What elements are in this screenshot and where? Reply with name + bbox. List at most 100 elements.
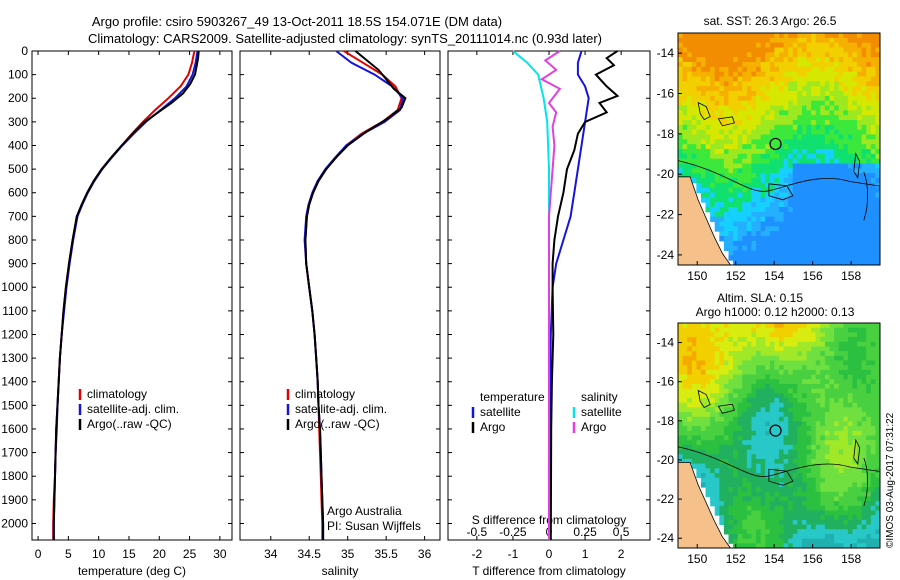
map-cell (696, 444, 702, 451)
map-cell (843, 153, 849, 160)
map-cell (815, 105, 821, 111)
map-cell (792, 538, 798, 544)
map-cell (746, 207, 752, 213)
map-cell (866, 473, 872, 479)
map-cell (870, 245, 876, 251)
map-cell (682, 86, 688, 92)
map-cell (742, 510, 748, 516)
map-cell (756, 95, 762, 102)
map-cell (788, 57, 794, 63)
map-cell (737, 444, 743, 451)
map-cell (719, 416, 725, 422)
map-cell (838, 351, 844, 357)
map-cell (682, 458, 688, 465)
map-cell (779, 426, 785, 432)
map-cell (861, 449, 867, 455)
map-cell (678, 412, 684, 418)
map-cell (733, 62, 739, 68)
map-cell (696, 421, 702, 427)
map-cell (797, 173, 803, 179)
map-cell (866, 533, 872, 540)
map-cell (733, 473, 739, 479)
map-cell (678, 144, 684, 150)
map-cell (824, 158, 830, 164)
map-cell (811, 86, 817, 92)
map-cell (705, 52, 711, 58)
map-cell (733, 236, 739, 242)
map-cell (792, 332, 798, 338)
map-cell (792, 178, 798, 184)
map-cell (710, 454, 716, 460)
map-cell (788, 149, 794, 155)
map-cell (797, 197, 803, 203)
map-cell (696, 463, 702, 469)
map-cell (834, 86, 840, 92)
map-sst_map: 150 152 154 156 158-14-16-18-20-22-24 (657, 32, 881, 283)
map-cell (852, 491, 858, 497)
y-tick-label: 1600 (1, 422, 28, 436)
map-cell (682, 115, 688, 121)
map-cell (866, 120, 872, 126)
map-cell (678, 115, 684, 121)
map-cell (746, 192, 752, 198)
map-cell (737, 468, 743, 474)
map-cell (710, 124, 716, 131)
map-cell (852, 543, 858, 549)
map-cell (687, 412, 693, 418)
map-cell (723, 62, 729, 68)
map-cell (870, 129, 876, 135)
map-cell (792, 463, 798, 469)
map-cell (678, 369, 684, 376)
map-cell (710, 144, 716, 150)
map-cell (710, 197, 716, 203)
map-cell (719, 430, 725, 436)
map-cell (723, 416, 729, 422)
map-cell (834, 250, 840, 256)
reef-outline (853, 438, 868, 507)
map-cell (774, 76, 780, 82)
map-cell (829, 221, 835, 227)
map-cell (852, 454, 858, 460)
map-cell (866, 149, 872, 155)
map-cell (870, 332, 876, 338)
map-cell (760, 412, 766, 418)
map-cell (705, 458, 711, 465)
map-cell (792, 144, 798, 150)
map-cell (769, 168, 775, 174)
map-cell (746, 105, 752, 111)
map-cell (774, 369, 780, 376)
map-cell (815, 231, 821, 237)
map-cell (714, 100, 720, 106)
map-cell (875, 129, 881, 135)
map-cell (682, 47, 688, 53)
map-cell (746, 501, 752, 507)
map-cell (861, 255, 867, 261)
map-cell (769, 163, 775, 169)
map-cell (714, 134, 720, 140)
map-cell (760, 66, 766, 73)
map-cell (769, 515, 775, 521)
map-cell (714, 42, 720, 48)
map-cell (806, 86, 812, 92)
map-cell (746, 216, 752, 222)
map-cell (847, 533, 853, 540)
map-cell (815, 124, 821, 131)
map-cell (756, 182, 762, 189)
map-cell (843, 240, 849, 247)
map-cell (875, 124, 881, 131)
map-cell (783, 458, 789, 465)
map-cell (861, 458, 867, 465)
map-cell (714, 496, 720, 502)
map-cell (861, 158, 867, 164)
map-cell (852, 120, 858, 126)
map-cell (801, 416, 808, 422)
map-cell (792, 86, 798, 92)
map-cell (847, 144, 853, 150)
map-cell (815, 236, 821, 242)
map-cell (834, 543, 840, 549)
map-cell (788, 134, 794, 140)
map-cell (788, 426, 794, 432)
map-cell (857, 496, 863, 502)
map-cell (811, 91, 817, 97)
map-cell (838, 412, 844, 418)
